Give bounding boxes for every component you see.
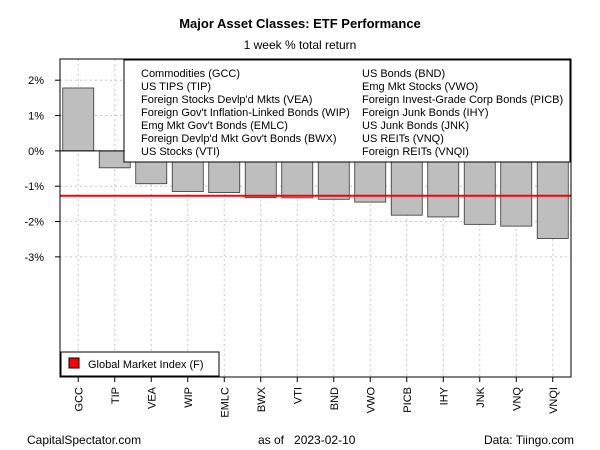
legend-entry-2: Foreign Stocks Devlp'd Mkts (VEA)	[141, 94, 312, 106]
x-axis: GCC TIP VEA WIP EMLC BWX VTI BND VWO PICB IHY JNK VN…	[73, 377, 560, 418]
x-tick-label-tip: TIP	[110, 387, 122, 404]
y-tick-label-4: -2%	[24, 217, 44, 229]
reference-legend-label: Global Market Index (F)	[88, 359, 204, 371]
bar-jnk	[463, 150, 496, 225]
footer-source: CapitalSpectator.com	[27, 433, 142, 447]
y-tick-label-5: -3%	[24, 252, 44, 264]
reference-legend-box	[60, 351, 220, 377]
x-tick-label-emlc: EMLC	[219, 387, 231, 418]
x-tick-label-gcc: GCC	[73, 387, 85, 412]
x-tick-label-vwo: VWO	[365, 387, 377, 414]
legend-entry-9: Foreign Invest-Grade Corp Bonds (PICB)	[362, 94, 563, 106]
reference-legend-swatch	[68, 357, 80, 369]
legend-entry-13: Foreign REITs (VNQI)	[362, 146, 469, 158]
series-legend: Commodities (GCC)US TIPS (TIP)Foreign St…	[123, 59, 571, 163]
x-tick-label-vnqi: VNQI	[548, 387, 560, 414]
legend-entry-0: Commodities (GCC)	[141, 68, 240, 80]
x-tick-label-bwx: BWX	[256, 386, 268, 412]
bar-vnq	[500, 150, 533, 227]
y-axis: 2% 1% 0% -1% -2% -3%	[24, 75, 60, 264]
legend-entry-10: Foreign Junk Bonds (IHY)	[362, 107, 489, 119]
x-tick-label-vnq: VNQ	[511, 387, 523, 411]
bar-gcc	[62, 87, 95, 152]
legend-box	[123, 59, 571, 163]
y-tick-label-0: 2%	[28, 75, 44, 87]
footer-as-of: as of 2023-02-10	[258, 433, 355, 447]
footer-as-of-label: as of	[258, 433, 285, 447]
reference-legend: Global Market Index (F)	[60, 351, 220, 377]
chart-subtitle: 1 week % total return	[244, 38, 357, 52]
x-tick-label-ihy: IHY	[438, 386, 450, 405]
x-tick-label-bnd: BND	[329, 387, 341, 410]
legend-entry-8: Emg Mkt Stocks (VWO)	[362, 81, 478, 93]
bar-vnqi	[536, 150, 569, 239]
legend-entry-11: US Junk Bonds (JNK)	[362, 120, 469, 132]
y-tick-label-2: 0%	[28, 146, 44, 158]
footer-as-of-date: 2023-02-10	[294, 433, 356, 447]
legend-entry-1: US TIPS (TIP)	[141, 81, 211, 93]
plot-frame	[59, 58, 572, 378]
legend-entry-12: US REITs (VNQ)	[362, 133, 444, 145]
y-tick-label-1: 1%	[28, 111, 44, 123]
x-tick-label-wip: WIP	[183, 387, 195, 408]
legend-entry-5: Foreign Devlp'd Mkt Gov't Bonds (BWX)	[141, 133, 337, 145]
legend-entry-7: US Bonds (BND)	[362, 68, 445, 80]
x-tick-label-vea: VEA	[146, 386, 158, 409]
footer-data-source: Data: Tiingo.com	[483, 433, 574, 447]
y-tick-label-3: -1%	[24, 181, 44, 193]
chart-title: Major Asset Classes: ETF Performance	[179, 16, 421, 31]
legend-entry-4: Emg Mkt Gov't Bonds (EMLC)	[141, 120, 288, 132]
x-tick-label-jnk: JNK	[475, 386, 487, 407]
legend-entry-3: Foreign Gov't Inflation-Linked Bonds (WI…	[141, 107, 350, 119]
x-tick-label-vti: VTI	[292, 387, 304, 404]
x-tick-label-picb: PICB	[402, 387, 414, 413]
legend-entry-6: US Stocks (VTI)	[141, 146, 220, 158]
